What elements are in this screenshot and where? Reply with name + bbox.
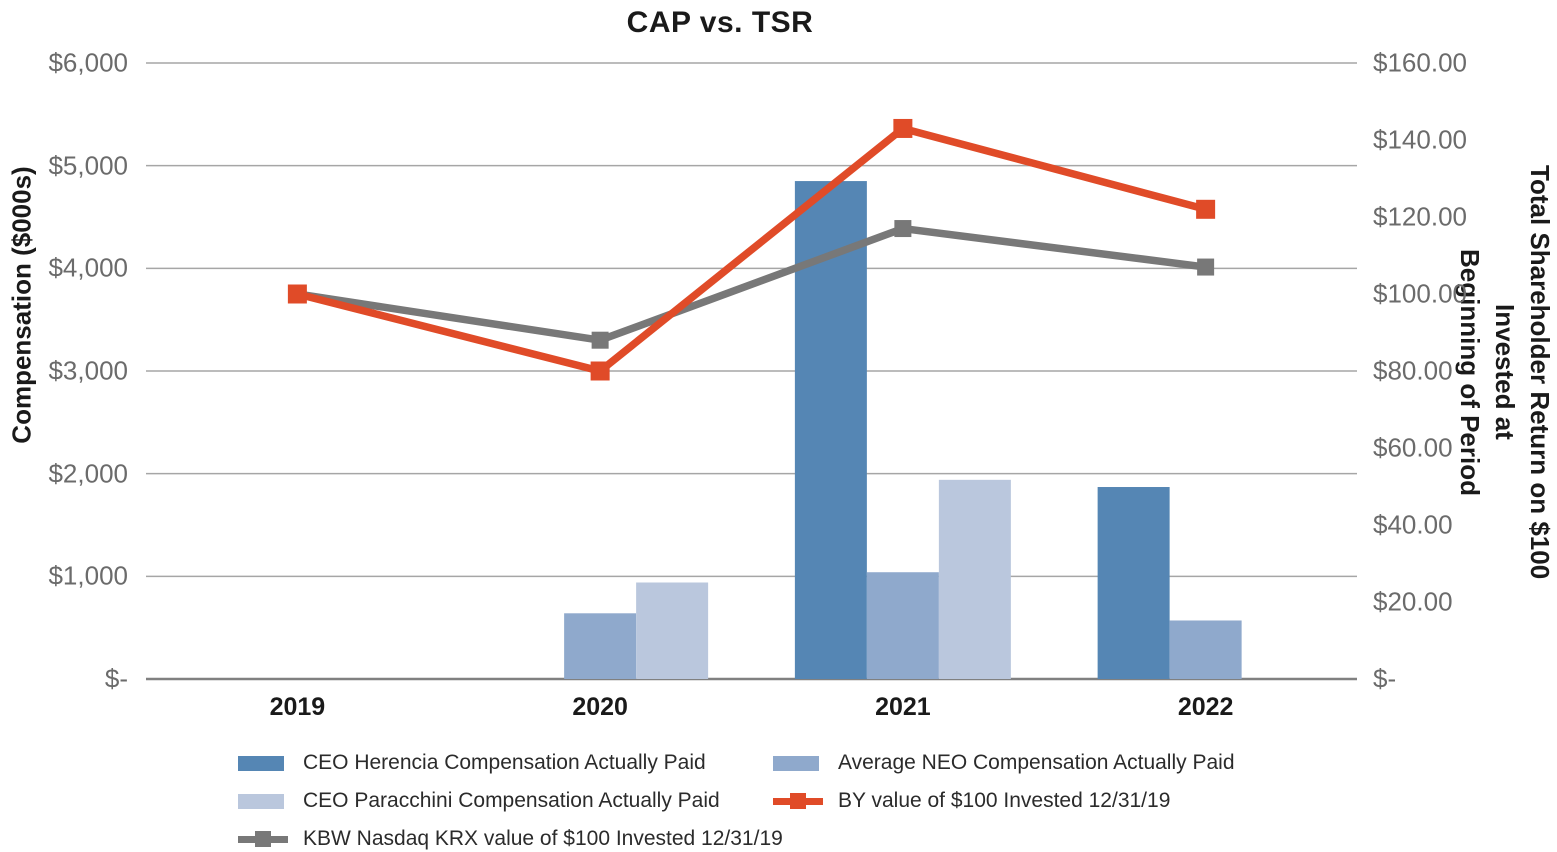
left-tick: $4,000: [48, 252, 128, 283]
legend-label: BY value of $100 Invested 12/31/19: [838, 789, 1171, 812]
line-series: [296, 224, 1207, 345]
right-tick: $100.00: [1373, 278, 1467, 309]
legend-item-ceo-herencia: CEO Herencia Compensation Actually Paid: [238, 751, 706, 775]
bar-swatch-icon: [238, 789, 288, 813]
legend-item-avg-neo: Average NEO Compensation Actually Paid: [773, 751, 1235, 775]
left-tick: $-: [104, 663, 128, 694]
bar-2-2020: [636, 582, 709, 679]
line-marker-icon: [773, 789, 823, 813]
chart-title: CAP vs. TSR: [626, 6, 814, 39]
left-tick: $5,000: [48, 150, 128, 181]
legend-label: KBW Nasdaq KRX value of $100 Invested 12…: [303, 827, 783, 850]
right-axis-title: Total Shareholder Return on $100 Investe…: [1452, 132, 1557, 612]
legend-item-by-line: BY value of $100 Invested 12/31/19: [773, 789, 1170, 813]
x-tick-2019: 2019: [269, 693, 326, 721]
left-tick: $1,000: [48, 560, 128, 591]
bar-1-2022: [1169, 620, 1242, 679]
right-tick: $80.00: [1373, 355, 1453, 386]
right-tick: $40.00: [1373, 509, 1453, 540]
x-tick-2021: 2021: [875, 693, 931, 721]
bar-1-2020: [564, 613, 637, 679]
line-marker-2019: [287, 284, 307, 304]
line-marker-2021: [894, 220, 912, 238]
right-tick: $20.00: [1373, 586, 1453, 617]
legend-item-ceo-paracchini: CEO Paracchini Compensation Actually Pai…: [238, 789, 720, 813]
bar-1-2021: [866, 572, 939, 679]
line-series: [296, 124, 1207, 376]
line-marker-2020: [591, 331, 609, 349]
bar-swatch-icon: [773, 751, 823, 775]
left-tick: $6,000: [48, 47, 128, 78]
bar-2-2021: [938, 479, 1011, 679]
legend-item-kbw-line: KBW Nasdaq KRX value of $100 Invested 12…: [238, 827, 783, 851]
legend-label: Average NEO Compensation Actually Paid: [838, 751, 1235, 774]
x-tick-2020: 2020: [572, 693, 628, 721]
line-marker-2020: [590, 361, 610, 381]
right-axis-title-line1: Total Shareholder Return on $100 Investe…: [1489, 164, 1555, 580]
right-tick: $60.00: [1373, 432, 1453, 463]
line-marker-2022: [1196, 199, 1216, 219]
x-tick-2022: 2022: [1177, 693, 1234, 721]
legend-label: CEO Paracchini Compensation Actually Pai…: [303, 789, 720, 812]
line-marker-2021: [893, 118, 913, 138]
right-axis-title-line2: Beginning of Period: [1454, 248, 1485, 496]
left-tick: $2,000: [48, 458, 128, 489]
right-tick: $160.00: [1373, 47, 1467, 78]
line-marker-2022: [1197, 258, 1215, 276]
right-tick: $-: [1373, 663, 1397, 694]
right-tick: $140.00: [1373, 124, 1467, 155]
right-tick: $120.00: [1373, 201, 1467, 232]
bar-0-2022: [1097, 487, 1170, 679]
line-marker-icon: [238, 827, 288, 851]
legend-label: CEO Herencia Compensation Actually Paid: [303, 751, 706, 774]
left-tick: $3,000: [48, 355, 128, 386]
bar-swatch-icon: [238, 751, 288, 775]
